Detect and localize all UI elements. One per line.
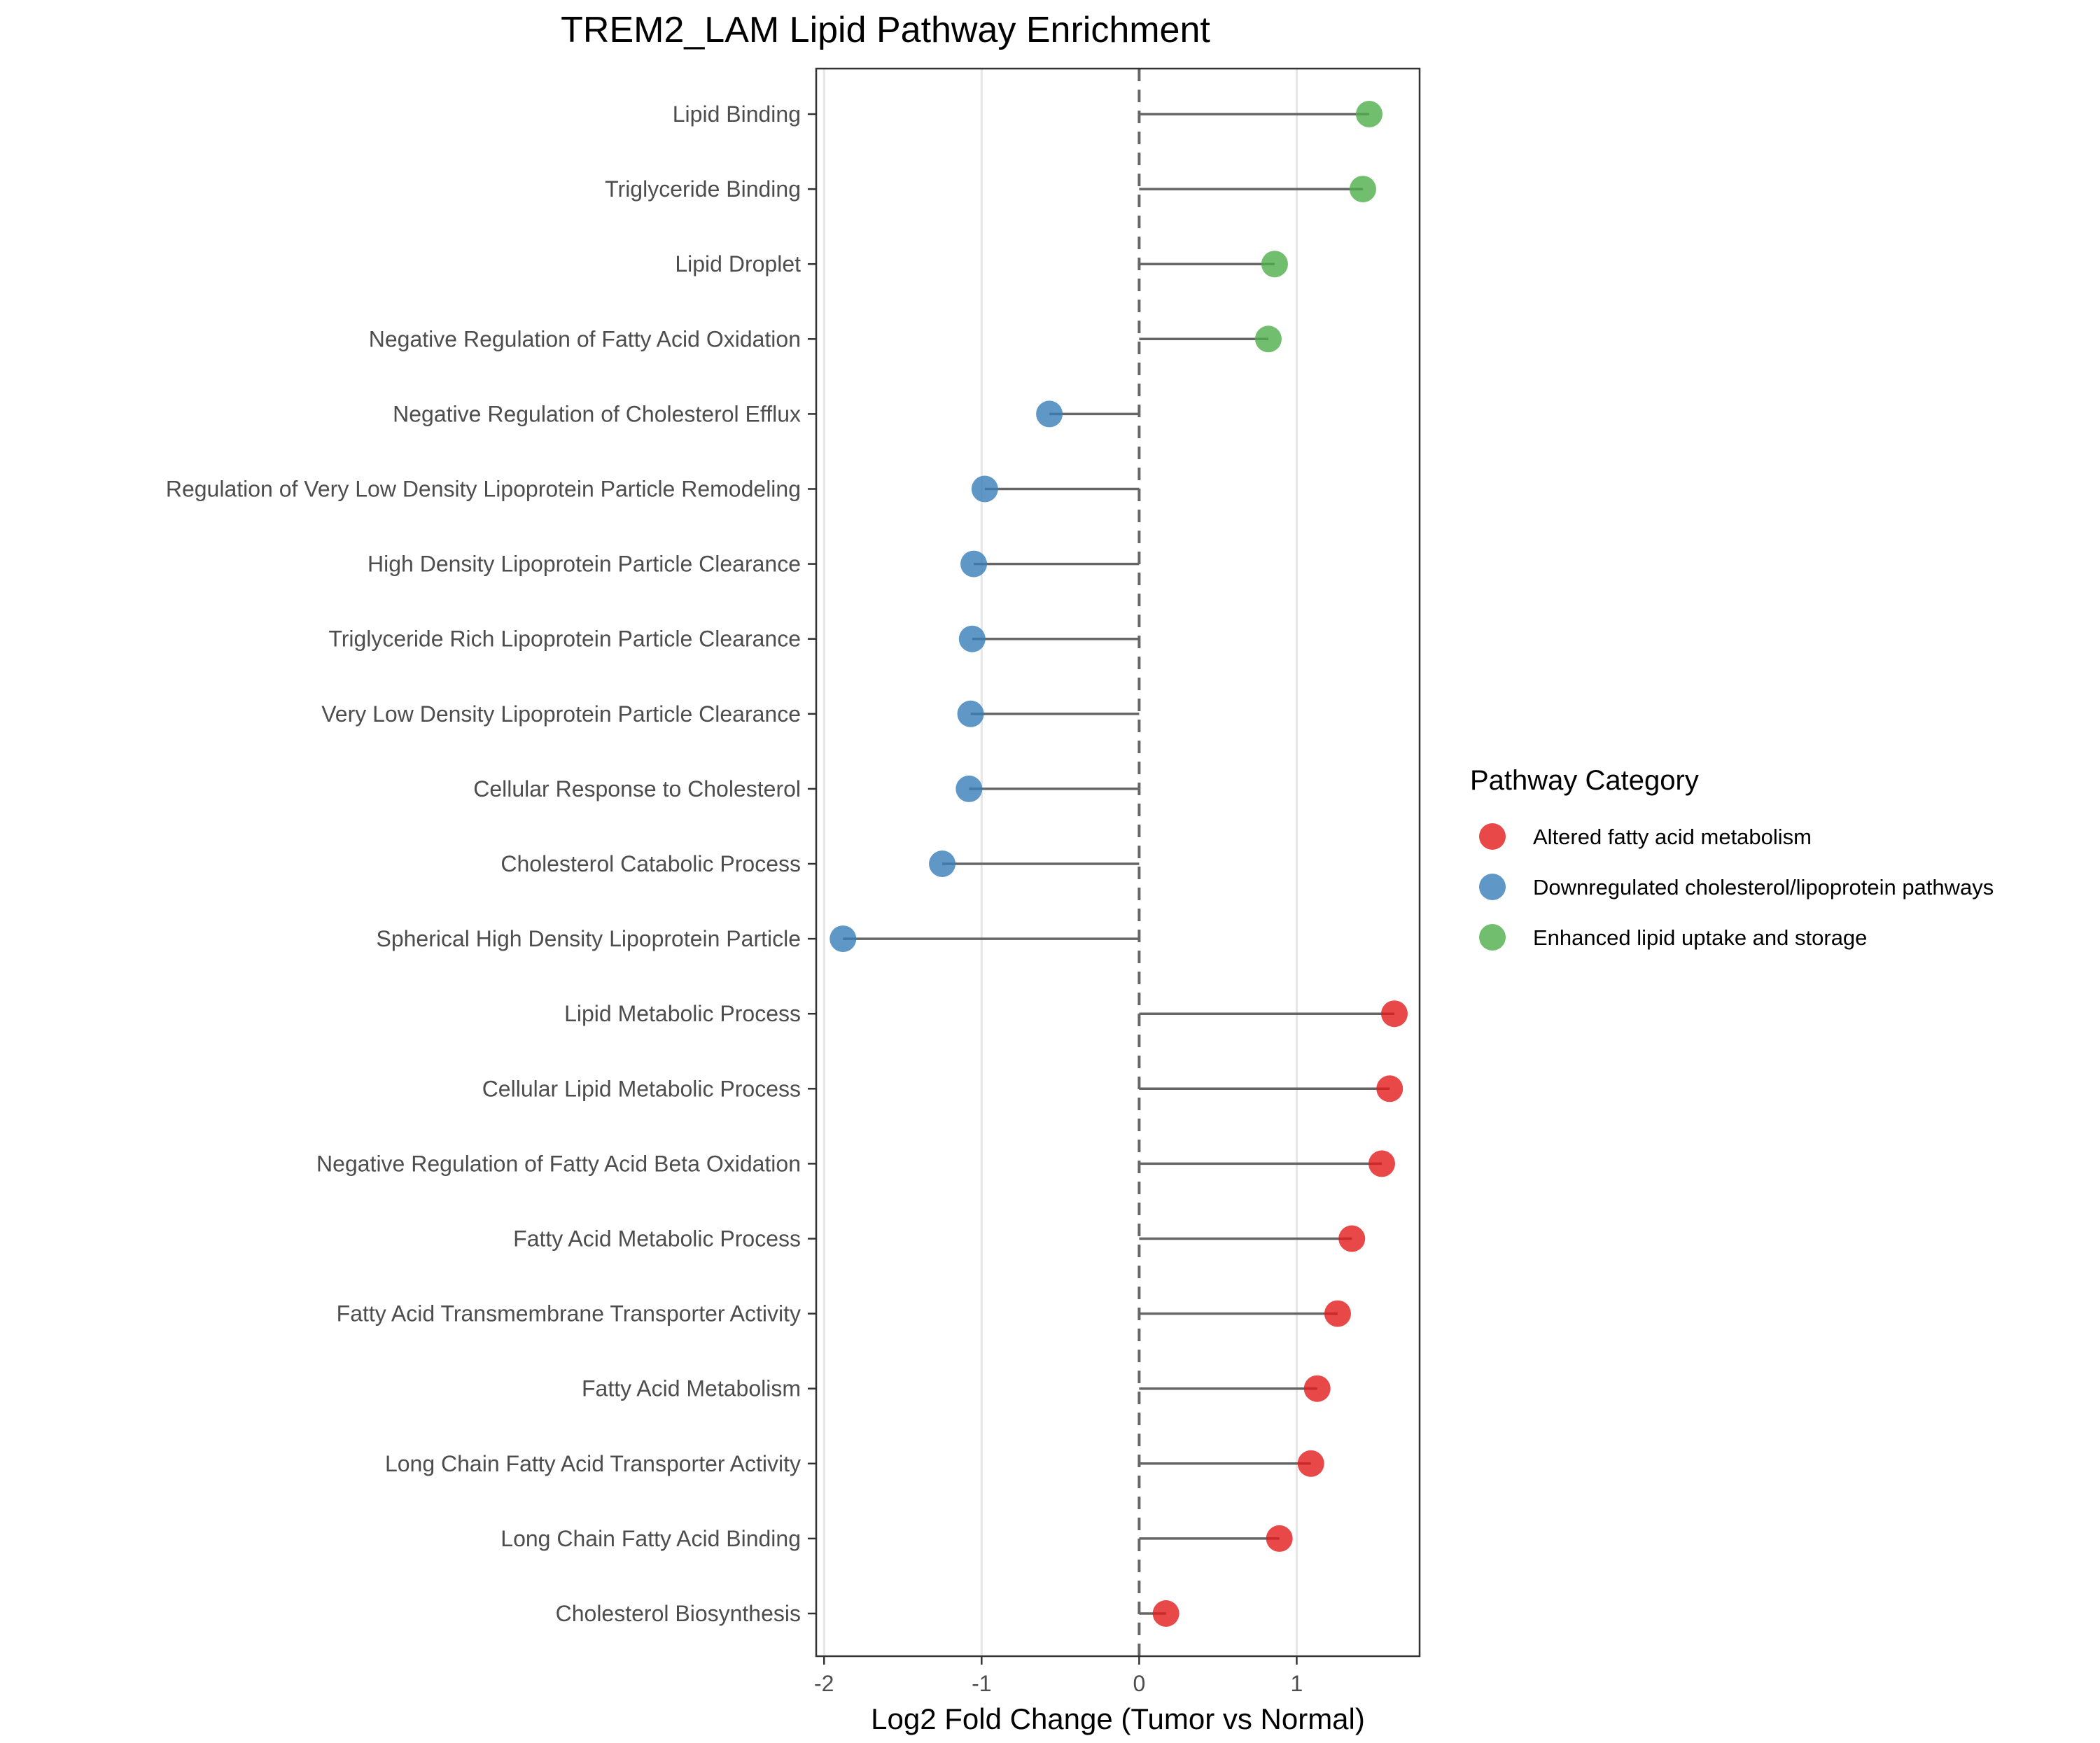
- y-tick-label: Long Chain Fatty Acid Binding: [500, 1526, 801, 1551]
- x-tick-label: 1: [1291, 1671, 1303, 1696]
- lollipop-dots: [830, 101, 1408, 1627]
- data-point: [1254, 326, 1282, 353]
- y-tick-label: High Density Lipoprotein Particle Cleara…: [368, 552, 801, 577]
- data-point: [1297, 1450, 1324, 1477]
- y-tick-label: Negative Regulation of Cholesterol Efflu…: [393, 401, 801, 426]
- y-tick-label: Fatty Acid Metabolism: [582, 1376, 801, 1401]
- legend-entries: Altered fatty acid metabolism Downregulat…: [1479, 823, 1994, 951]
- data-point: [1036, 400, 1063, 428]
- x-tick-label: -2: [814, 1671, 834, 1696]
- y-tick-label: Lipid Binding: [673, 102, 801, 127]
- x-axis-title: Log2 Fold Change (Tumor vs Normal): [871, 1702, 1365, 1735]
- data-point: [830, 925, 857, 953]
- data-point: [1338, 1225, 1366, 1252]
- y-tick-label: Fatty Acid Metabolic Process: [513, 1226, 801, 1252]
- legend-title: Pathway Category: [1470, 765, 1699, 796]
- data-point: [971, 475, 998, 503]
- y-tick-label: Regulation of Very Low Density Lipoprote…: [166, 477, 801, 502]
- data-point: [1303, 1375, 1331, 1402]
- y-tick-label: Long Chain Fatty Acid Transporter Activi…: [385, 1451, 801, 1476]
- y-tick-label: Negative Regulation of Fatty Acid Oxidat…: [369, 326, 801, 351]
- y-tick-label: Cellular Lipid Metabolic Process: [482, 1076, 801, 1101]
- y-tick-label: Triglyceride Rich Lipoprotein Particle C…: [328, 626, 801, 652]
- y-tick-label: Very Low Density Lipoprotein Particle Cl…: [321, 701, 801, 727]
- data-point: [1324, 1300, 1351, 1327]
- x-tick-label: 0: [1133, 1671, 1145, 1696]
- data-point: [1355, 101, 1382, 127]
- legend-key-dot: [1479, 823, 1506, 850]
- data-point: [1368, 1150, 1395, 1177]
- x-axis-ticks: -2 -1 0 1: [814, 1656, 1303, 1696]
- y-axis-ticks: Lipid Binding Triglyceride Binding Lipid D…: [166, 102, 816, 1626]
- gridlines: [822, 69, 1298, 1656]
- plot-panel-border: [815, 67, 1421, 1658]
- data-point: [1380, 1000, 1408, 1028]
- data-point: [958, 625, 986, 652]
- data-point: [1266, 1525, 1293, 1552]
- legend-key-dot: [1479, 874, 1506, 900]
- chart-title: TREM2_LAM Lipid Pathway Enrichment: [561, 10, 1210, 50]
- data-point: [960, 550, 988, 578]
- y-tick-label: Spherical High Density Lipoprotein Parti…: [376, 926, 801, 951]
- data-point: [1376, 1075, 1404, 1102]
- legend-entry-label: Enhanced lipid uptake and storage: [1533, 925, 1867, 950]
- legend: Pathway Category Altered fatty acid meta…: [1470, 765, 1994, 951]
- x-tick-label: -1: [972, 1671, 991, 1696]
- data-point: [1152, 1600, 1180, 1627]
- lollipop-stems: [843, 113, 1394, 1615]
- data-point: [1349, 176, 1376, 203]
- data-point: [957, 700, 984, 727]
- y-tick-label: Triglyceride Binding: [605, 176, 801, 202]
- legend-entry-label: Altered fatty acid metabolism: [1533, 825, 1812, 849]
- y-tick-label: Lipid Droplet: [675, 251, 801, 276]
- y-tick-label: Cellular Response to Cholesterol: [473, 776, 801, 802]
- legend-key-dot: [1479, 924, 1506, 951]
- y-tick-label: Cholesterol Catabolic Process: [500, 851, 801, 876]
- y-tick-label: Fatty Acid Transmembrane Transporter Act…: [337, 1301, 801, 1326]
- data-point: [955, 775, 983, 802]
- y-tick-label: Lipid Metabolic Process: [564, 1001, 801, 1026]
- data-point: [1261, 251, 1288, 278]
- legend-entry-label: Downregulated cholesterol/lipoprotein pa…: [1533, 875, 1994, 899]
- y-tick-label: Negative Regulation of Fatty Acid Beta O…: [316, 1151, 801, 1176]
- y-tick-label: Cholesterol Biosynthesis: [556, 1601, 801, 1626]
- data-point: [929, 850, 956, 877]
